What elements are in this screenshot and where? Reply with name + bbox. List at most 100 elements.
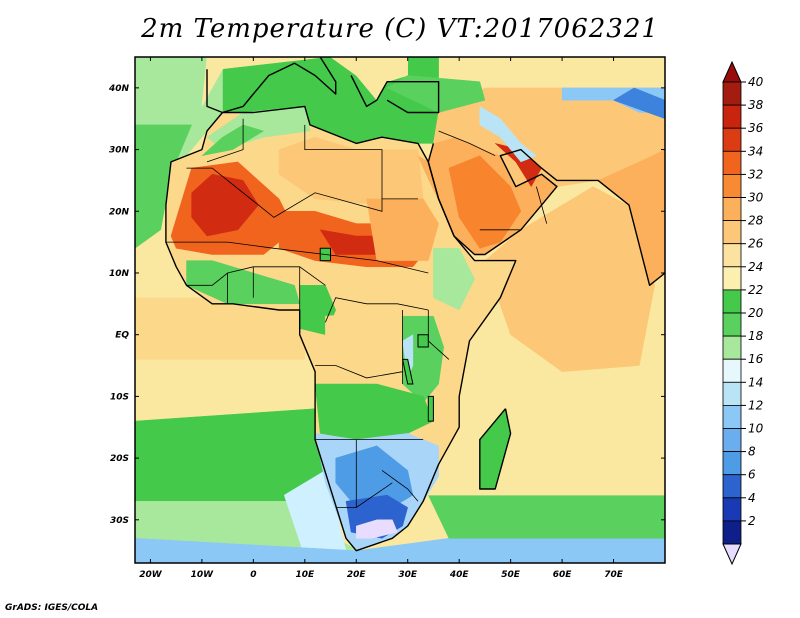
- colorbar-swatch: [722, 197, 742, 222]
- region-south-indian-ocean-mid: [427, 494, 665, 539]
- colorbar-swatch: [722, 81, 742, 106]
- colorbar-label: 32: [748, 167, 763, 181]
- country-border-9: [427, 310, 450, 360]
- colorbar-label: 20: [748, 306, 764, 320]
- colorbar-swatch: [722, 451, 742, 476]
- colorbar-swatch: [722, 474, 742, 499]
- colorbar-label: 36: [748, 121, 764, 135]
- colorbar-label: 6: [748, 468, 756, 482]
- lon-label: 20E: [347, 570, 367, 580]
- temperature-field: [135, 57, 665, 563]
- lake-victoria: [417, 334, 429, 348]
- europe-coast: [206, 57, 337, 114]
- colorbar-label: 14: [748, 375, 763, 389]
- country-border-1: [165, 241, 429, 274]
- colorbar-swatch: [722, 404, 742, 429]
- colorbar-label: 24: [748, 260, 763, 274]
- region-west-africa-coast-mid: [186, 260, 301, 305]
- colorbar-swatch: [722, 381, 742, 406]
- colorbar-swatch: [722, 266, 742, 291]
- axis-ticks: 40N 30N 20N 10N EQ 10S 20S 30S 20W 10W 0 10E 20E 30E 4…: [108, 57, 665, 580]
- balkans-turkey-coast: [350, 75, 440, 114]
- lake-tanganyika: [401, 358, 414, 385]
- lon-label: 50E: [501, 570, 521, 580]
- colorbar-bottom-arrow: [722, 543, 742, 566]
- colorbar-label: 10: [748, 422, 764, 436]
- colorbar-swatch: [722, 428, 742, 453]
- colorbar-swatch: [722, 127, 742, 152]
- lon-label: 0: [250, 570, 256, 580]
- lat-label: 40N: [108, 84, 130, 94]
- colorbar-swatch: [722, 104, 742, 129]
- grads-credit: GrADS: IGES/COLA: [5, 603, 99, 613]
- country-border-13: [335, 482, 393, 508]
- region-turkey-land: [386, 75, 486, 113]
- africa-coast: [165, 105, 517, 552]
- map-outlines: [165, 57, 665, 552]
- map-title: 2m Temperature (C) VT:2017062321: [141, 14, 659, 44]
- region-sudan-warm: [366, 198, 439, 261]
- country-border-17: [536, 186, 548, 224]
- colorbar-label: 40: [748, 75, 764, 89]
- region-arabia-hot: [448, 155, 522, 249]
- country-border-14: [304, 124, 383, 199]
- country-border-0: [186, 167, 418, 218]
- region-madagascar-ocean-mid: [427, 408, 665, 496]
- colorbar-label: 12: [748, 398, 763, 412]
- colorbar-swatch: [722, 520, 742, 545]
- lat-label: 30S: [110, 516, 129, 526]
- region-atlas-mountains: [201, 124, 265, 157]
- country-border-2: [186, 266, 326, 286]
- colorbar-label: 26: [748, 237, 764, 251]
- colorbar-top-arrow: [722, 60, 742, 83]
- region-kalahari-cold: [335, 445, 414, 508]
- colorbar-label: 34: [748, 144, 763, 158]
- colorbar: 40 38 36 34 32 30 28 26 24 22 20 18 16 14 12 10 8 6 4 2: [722, 60, 764, 566]
- colorbar-label: 30: [748, 191, 764, 205]
- colorbar-label: 4: [748, 491, 756, 505]
- colorbar-swatch: [722, 289, 742, 314]
- colorbar-swatch: [722, 173, 742, 198]
- colorbar-label: 18: [748, 329, 764, 343]
- region-drakensberg-frost: [356, 519, 398, 539]
- colorbar-label: 28: [748, 214, 764, 228]
- colorbar-swatch: [722, 150, 742, 175]
- lon-label: 30E: [398, 570, 418, 580]
- lat-label: 10S: [110, 392, 129, 402]
- region-zagros-iran-cool: [479, 105, 537, 163]
- arabia-coast: [427, 143, 665, 286]
- colorbar-swatch: [722, 220, 742, 245]
- colorbar-label: 2: [748, 514, 756, 528]
- colorbar-label: 16: [748, 352, 764, 366]
- country-border-16: [438, 130, 496, 157]
- lon-label: 10E: [295, 570, 315, 580]
- lat-label: 30N: [109, 146, 130, 156]
- lat-label: 20N: [109, 207, 130, 217]
- country-border-7: [315, 365, 403, 379]
- region-mali-hot: [191, 173, 259, 237]
- country-border-6: [325, 297, 429, 323]
- region-himalaya-colder: [612, 87, 665, 119]
- lon-label: 60E: [553, 570, 573, 580]
- lat-label: 20S: [110, 454, 129, 464]
- country-border-12: [381, 470, 419, 502]
- colorbar-label: 38: [748, 98, 764, 112]
- colorbar-swatch: [722, 312, 742, 337]
- lat-label: 10N: [109, 269, 130, 279]
- lon-label: 10W: [191, 570, 215, 580]
- madagascar-coast: [479, 408, 512, 490]
- colorbar-label: 8: [748, 445, 756, 459]
- lon-label: 70E: [604, 570, 624, 580]
- lat-label: EQ: [115, 331, 129, 341]
- lon-label: 40E: [449, 570, 470, 580]
- region-ethiopian-highlands: [433, 248, 475, 311]
- region-angola-zambia-green: [314, 383, 434, 440]
- colorbar-swatch: [722, 358, 742, 383]
- lon-label: 20W: [139, 570, 163, 580]
- colorbar-swatch: [722, 497, 742, 522]
- colorbar-swatch: [722, 335, 742, 360]
- plot-frame: [134, 56, 666, 564]
- colorbar-label: 22: [748, 283, 763, 297]
- colorbar-swatch: [722, 243, 742, 268]
